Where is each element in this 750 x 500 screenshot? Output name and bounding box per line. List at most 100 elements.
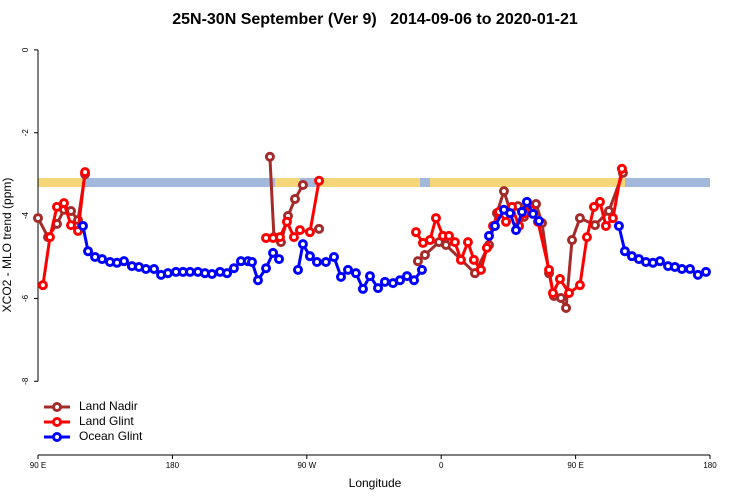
data-point bbox=[328, 252, 339, 263]
data-point bbox=[228, 263, 239, 274]
data-point bbox=[440, 240, 451, 250]
data-point bbox=[554, 273, 565, 284]
data-point bbox=[607, 213, 618, 224]
data-point bbox=[498, 186, 509, 197]
chart-title: 25N-30N September (Ver 9) 2014-09-06 to … bbox=[172, 11, 578, 28]
data-point bbox=[294, 225, 305, 236]
data-point bbox=[343, 264, 354, 275]
data-point bbox=[304, 251, 315, 262]
data-point bbox=[449, 237, 460, 248]
data-point bbox=[410, 227, 421, 238]
data-point bbox=[77, 220, 88, 231]
legend-label: Ocean Glint bbox=[79, 429, 143, 443]
data-point bbox=[58, 198, 69, 209]
data-point bbox=[66, 220, 77, 231]
legend-label: Land Glint bbox=[79, 414, 134, 428]
data-point bbox=[357, 283, 368, 294]
y-axis-label: XCO2 - MLO trend (ppm) bbox=[0, 178, 14, 313]
data-point bbox=[119, 256, 130, 267]
data-point bbox=[516, 206, 527, 217]
data-point bbox=[581, 232, 592, 243]
data-point bbox=[314, 175, 325, 186]
data-point bbox=[544, 264, 555, 275]
data-point bbox=[692, 269, 703, 280]
land-strip bbox=[430, 178, 625, 187]
data-point bbox=[320, 256, 331, 267]
data-point bbox=[425, 235, 435, 246]
data-point bbox=[252, 275, 263, 286]
data-point bbox=[567, 235, 578, 246]
data-point bbox=[443, 230, 454, 241]
x-tick-label: 90 E bbox=[30, 461, 46, 470]
data-point bbox=[264, 151, 275, 162]
data-point bbox=[274, 232, 285, 243]
data-point bbox=[246, 256, 257, 267]
data-point bbox=[274, 254, 285, 265]
data-point bbox=[292, 264, 303, 275]
x-axis-label: Longitude bbox=[349, 476, 402, 490]
land-strip bbox=[38, 178, 85, 187]
x-tick-label: 180 bbox=[166, 461, 180, 470]
data-point bbox=[700, 266, 711, 277]
data-point bbox=[311, 256, 322, 267]
data-point bbox=[505, 208, 516, 219]
data-point bbox=[574, 213, 585, 224]
data-point bbox=[97, 254, 108, 265]
data-point bbox=[613, 220, 624, 231]
data-point bbox=[281, 216, 292, 227]
data-point bbox=[564, 288, 575, 299]
data-point bbox=[481, 242, 492, 253]
data-point bbox=[574, 280, 585, 291]
y-tick-label: -2 bbox=[21, 129, 30, 137]
data-point bbox=[288, 232, 299, 243]
x-tick-label: 90 E bbox=[567, 461, 583, 470]
data-point bbox=[594, 196, 605, 207]
data-point bbox=[83, 246, 94, 257]
data-point bbox=[619, 246, 630, 257]
data-point bbox=[402, 271, 413, 282]
y-tick-label: -4 bbox=[21, 211, 30, 219]
legend-label: Land Nadir bbox=[79, 399, 138, 413]
data-point bbox=[297, 179, 308, 190]
data-point bbox=[600, 220, 611, 231]
data-point bbox=[654, 256, 665, 267]
data-point bbox=[222, 268, 233, 279]
data-point bbox=[555, 293, 566, 304]
data-point bbox=[80, 167, 91, 178]
data-point bbox=[521, 196, 532, 207]
data-point bbox=[149, 264, 160, 275]
legend-marker bbox=[52, 432, 62, 442]
data-point bbox=[44, 232, 55, 243]
data-point bbox=[297, 239, 308, 250]
data-point bbox=[528, 208, 539, 219]
legend-marker bbox=[52, 402, 62, 412]
data-point bbox=[162, 268, 173, 279]
data-point bbox=[468, 254, 479, 265]
data-point bbox=[379, 276, 390, 287]
data-point bbox=[33, 213, 43, 224]
data-point bbox=[185, 266, 196, 277]
data-point bbox=[314, 223, 325, 234]
series bbox=[77, 196, 711, 294]
land-strip bbox=[318, 178, 420, 187]
data-point bbox=[261, 263, 272, 274]
data-point bbox=[531, 198, 542, 209]
data-point bbox=[51, 201, 62, 212]
data-point bbox=[462, 237, 473, 248]
data-point bbox=[561, 302, 572, 313]
y-tick-label: -6 bbox=[21, 294, 30, 302]
data-point bbox=[501, 216, 512, 227]
data-point bbox=[684, 264, 695, 275]
y-tick-label: 0 bbox=[21, 47, 30, 52]
data-point bbox=[419, 249, 430, 260]
data-point bbox=[603, 206, 614, 217]
x-tick-label: 90 W bbox=[297, 461, 316, 470]
x-tick-label: 0 bbox=[439, 461, 444, 470]
data-point bbox=[547, 288, 558, 299]
x-tick-label: 180 bbox=[703, 461, 717, 470]
data-point bbox=[290, 194, 301, 205]
data-point bbox=[373, 283, 384, 294]
data-point bbox=[489, 220, 500, 231]
